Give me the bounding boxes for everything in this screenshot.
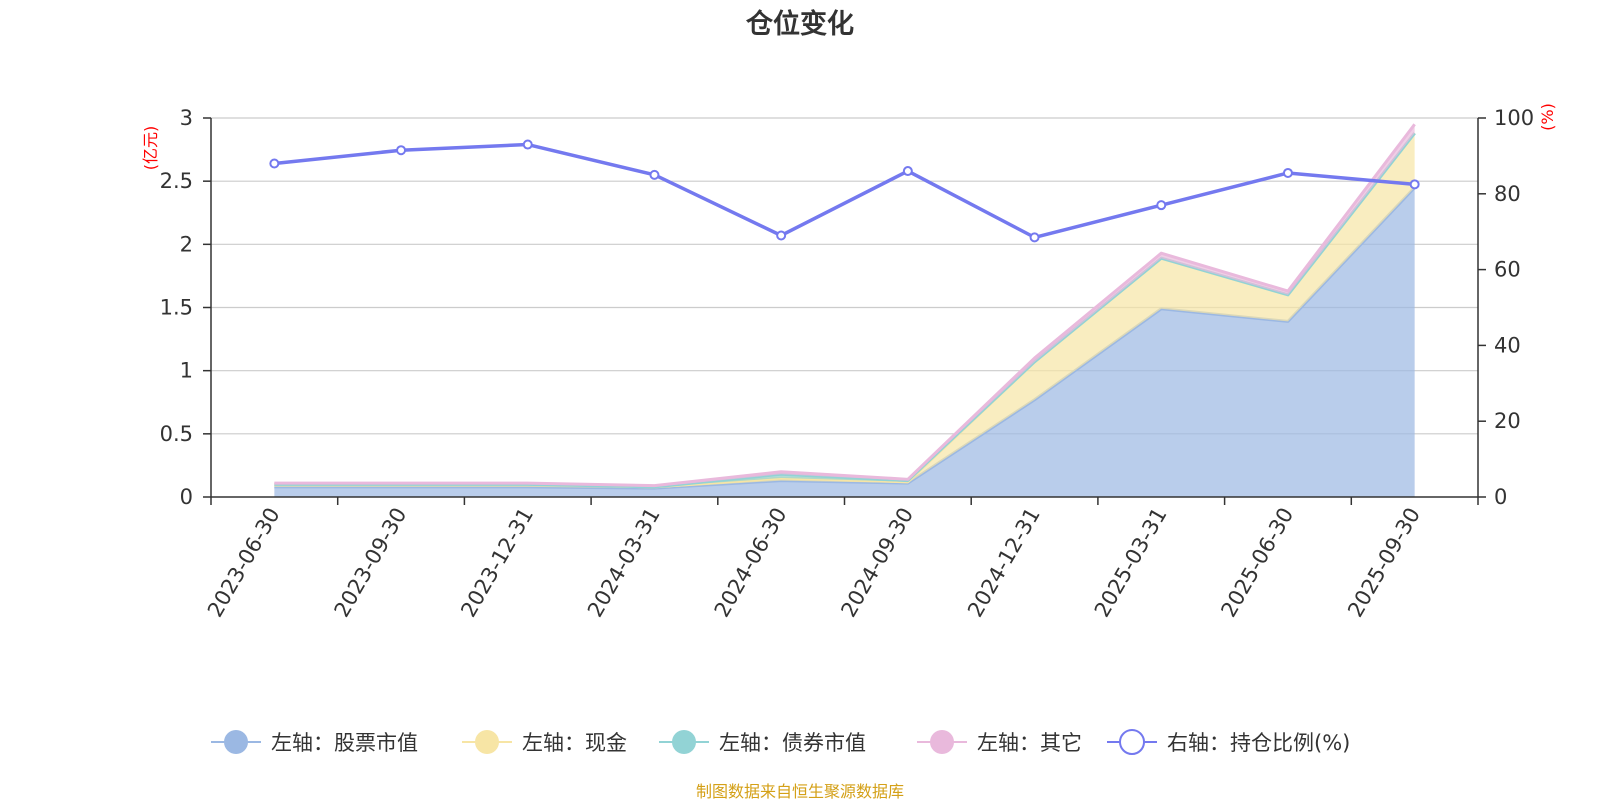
legend-item: 左轴：其它 bbox=[917, 730, 1082, 755]
legend-dot-icon bbox=[930, 730, 954, 754]
legend-label: 左轴：现金 bbox=[522, 731, 627, 755]
legend: 左轴：股票市值 左轴：现金 左轴：债券市值 左轴：其它 右轴：持仓比例(%) bbox=[211, 729, 1350, 755]
ratio-point bbox=[1156, 200, 1167, 211]
legend-label: 右轴：持仓比例(%) bbox=[1167, 731, 1350, 755]
area-edge bbox=[274, 123, 1416, 488]
legend-dot-icon bbox=[224, 730, 248, 754]
x-tick-label: 2023-09-30 bbox=[330, 504, 412, 622]
area-series-group bbox=[274, 186, 1416, 497]
left-tick-label: 0.5 bbox=[160, 422, 193, 446]
legend-item: 左轴：股票市值 bbox=[211, 730, 418, 755]
legend-label: 左轴：债券市值 bbox=[719, 731, 866, 755]
area-series bbox=[274, 123, 1416, 497]
ratio-point bbox=[1282, 167, 1293, 178]
ratio-point bbox=[1029, 232, 1040, 243]
legend-dot-icon bbox=[672, 730, 696, 754]
left-tick-label: 0 bbox=[180, 485, 193, 509]
area-fill bbox=[274, 187, 1415, 497]
legend-item: 左轴：债券市值 bbox=[659, 730, 866, 755]
area-series-group bbox=[274, 123, 1416, 488]
left-tick-label: 1.5 bbox=[160, 296, 193, 320]
area-fill bbox=[274, 133, 1415, 489]
right-tick-label: 20 bbox=[1494, 409, 1521, 433]
x-tick-label: 2025-06-30 bbox=[1216, 504, 1298, 622]
ratio-point bbox=[522, 139, 533, 150]
legend-item: 左轴：现金 bbox=[462, 730, 627, 755]
legend-label: 左轴：其它 bbox=[977, 731, 1082, 755]
x-tick-label: 2023-06-30 bbox=[203, 504, 285, 622]
ratio-line bbox=[274, 142, 1415, 240]
right-tick-label: 0 bbox=[1494, 485, 1507, 509]
left-tick-label: 3 bbox=[180, 106, 193, 130]
left-tick-label: 2 bbox=[180, 232, 193, 256]
right-tick-label: 80 bbox=[1494, 182, 1521, 206]
ratio-point bbox=[269, 158, 280, 169]
x-tick-label: 2025-09-30 bbox=[1343, 504, 1425, 622]
right-tick-label: 40 bbox=[1494, 333, 1521, 357]
x-tick-label: 2024-03-31 bbox=[583, 504, 665, 622]
chart-title: 仓位变化 bbox=[745, 8, 854, 40]
source-note: 制图数据来自恒生聚源数据库 bbox=[696, 782, 904, 800]
right-tick-label: 100 bbox=[1494, 106, 1534, 130]
ratio-point bbox=[776, 230, 787, 241]
x-tick-label: 2024-12-31 bbox=[963, 504, 1045, 622]
ratio-line-series bbox=[269, 139, 1420, 243]
legend-label: 左轴：股票市值 bbox=[271, 731, 418, 755]
x-tick-label: 2024-06-30 bbox=[710, 504, 792, 622]
legend-dot-icon bbox=[475, 730, 499, 754]
x-tick-label: 2024-09-30 bbox=[836, 504, 918, 622]
left-tick-label: 2.5 bbox=[160, 169, 193, 193]
ratio-point bbox=[902, 166, 913, 177]
right-tick-label: 60 bbox=[1494, 258, 1521, 282]
left-axis-unit: (亿元) bbox=[141, 126, 160, 171]
ratio-point bbox=[396, 145, 407, 156]
legend-item: 右轴：持仓比例(%) bbox=[1107, 729, 1350, 755]
ratio-point bbox=[1409, 179, 1420, 190]
ratio-point bbox=[649, 169, 660, 180]
left-tick-label: 1 bbox=[180, 359, 193, 383]
legend-ring-icon bbox=[1119, 729, 1145, 755]
right-axis-unit: (%) bbox=[1538, 103, 1557, 131]
x-tick-label: 2023-12-31 bbox=[456, 504, 538, 622]
x-tick-label: 2025-03-31 bbox=[1090, 504, 1172, 622]
